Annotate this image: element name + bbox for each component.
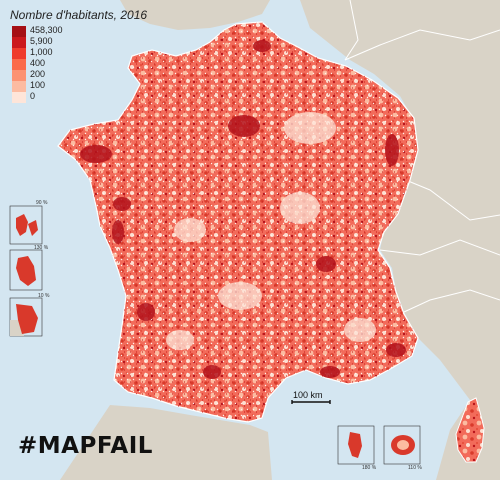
legend-label: 100 (30, 80, 46, 90)
paris-cluster (228, 115, 260, 137)
inset-mayotte (337, 425, 375, 465)
rural-patches (166, 112, 376, 350)
nantes-cluster (113, 197, 131, 211)
legend-row: 1,000 (10, 47, 160, 59)
legend-row: 100 (10, 80, 160, 92)
legend-label: 458,300 (30, 25, 63, 35)
legend-label: 0 (30, 91, 36, 101)
marseille-cluster (320, 366, 340, 378)
inset-martinique (9, 249, 43, 291)
legend-row: 5,900 (10, 36, 160, 48)
neighbor-spain (60, 405, 272, 480)
legend-title: Nombre d'habitants, 2016 (10, 8, 148, 22)
legend-label: 1,000 (30, 47, 53, 57)
vendee-cluster (112, 220, 124, 244)
inset-guyane (9, 297, 43, 337)
legend-row: 458,300 (10, 25, 160, 37)
mapfail-caption: #MAPFAIL (18, 433, 153, 459)
scale-bar (291, 400, 331, 404)
mayotte-scale-label: 180 % (362, 465, 377, 471)
legend-swatch (12, 92, 26, 103)
alsace-cluster (385, 134, 399, 166)
legend-swatch (12, 37, 26, 48)
bordeaux-cluster (137, 303, 155, 321)
inset-guadeloupe (9, 205, 43, 245)
nice-cluster (386, 343, 406, 357)
legend-label: 200 (30, 69, 46, 79)
legend-row: 200 (10, 69, 160, 81)
guyane-scale-label: 10 % (38, 293, 50, 299)
urban-clusters (80, 40, 406, 379)
legend-label: 400 (30, 58, 46, 68)
toulouse-cluster (203, 365, 221, 379)
guadeloupe-scale-label: 90 % (36, 200, 48, 206)
legend-swatch (12, 59, 26, 70)
corsica (455, 397, 485, 463)
legend: Nombre d'habitants, 2016 458,300 5,900 1,0… (10, 8, 160, 103)
lille-cluster (253, 40, 271, 52)
legend-row: 0 (10, 91, 160, 103)
reunion-scale-label: 110 % (408, 465, 422, 471)
legend-swatch (12, 48, 26, 59)
legend-swatch (12, 81, 26, 92)
scale-bar-label: 100 km (293, 390, 323, 400)
brittany-coast (80, 145, 112, 163)
legend-items: 458,300 5,900 1,000 400 200 100 0 (10, 25, 160, 103)
legend-swatch (12, 70, 26, 81)
inset-reunion (383, 425, 421, 465)
legend-swatch (12, 26, 26, 37)
lyon-cluster (316, 256, 336, 272)
legend-label: 5,900 (30, 36, 53, 46)
martinique-scale-label: 130 % (34, 245, 49, 251)
legend-row: 400 (10, 58, 160, 70)
